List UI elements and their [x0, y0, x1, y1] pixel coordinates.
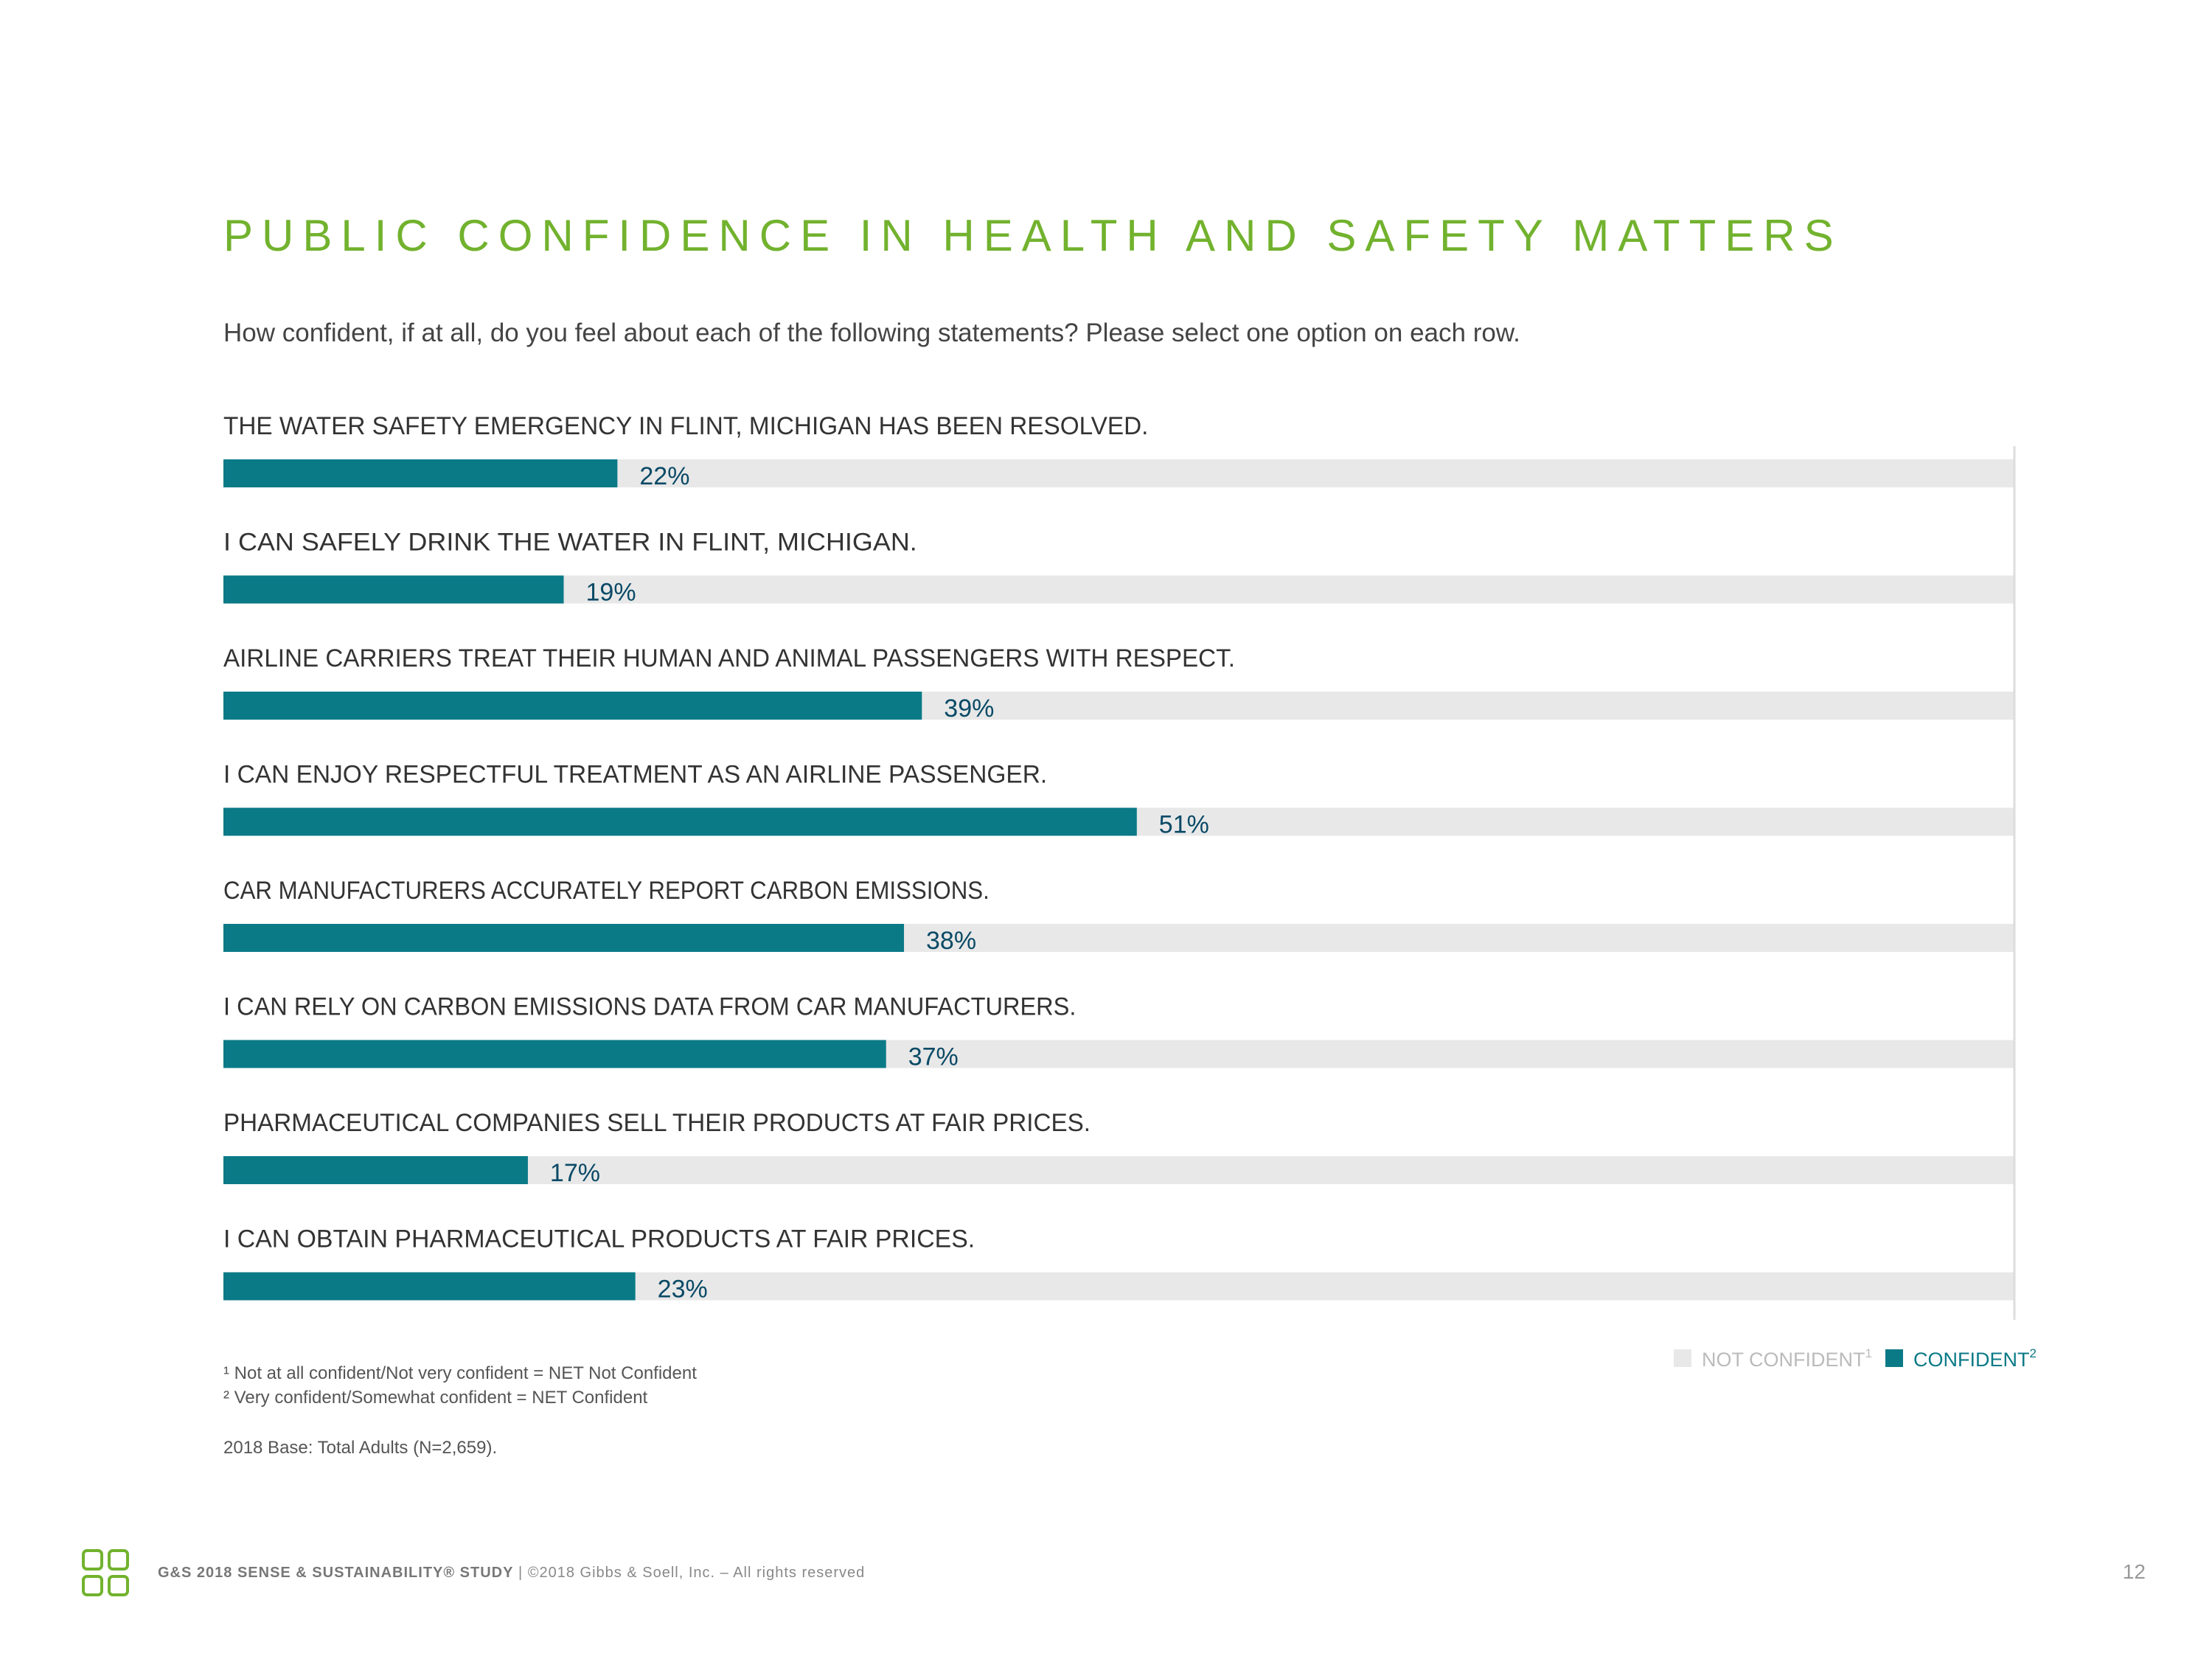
legend-swatch-not-confident	[1674, 1349, 1691, 1367]
bar-row: I CAN RELY ON CARBON EMISSIONS DATA FROM…	[223, 993, 2014, 1071]
value-label: 37%	[908, 1043, 959, 1071]
statement-label: I CAN OBTAIN PHARMACEUTICAL PRODUCTS AT …	[223, 1225, 975, 1253]
bar-row: I CAN ENJOY RESPECTFUL TREATMENT AS AN A…	[223, 761, 2014, 839]
value-label: 39%	[944, 695, 994, 723]
statement-label: CAR MANUFACTURERS ACCURATELY REPORT CARB…	[223, 877, 990, 905]
confidence-bar-chart: THE WATER SAFETY EMERGENCY IN FLINT, MIC…	[223, 412, 2037, 1371]
base-note: 2018 Base: Total Adults (N=2,659).	[223, 1438, 498, 1458]
footer-study-name: G&S 2018 SENSE & SUSTAINABILITY® STUDY	[158, 1565, 514, 1581]
gs-logo-icon	[82, 1549, 129, 1596]
value-label: 51%	[1159, 811, 1209, 839]
page-title: PUBLIC CONFIDENCE IN HEALTH AND SAFETY M…	[223, 211, 1843, 260]
value-label: 17%	[550, 1159, 600, 1187]
bar-row: PHARMACEUTICAL COMPANIES SELL THEIR PROD…	[223, 1109, 2014, 1187]
value-label: 22%	[639, 462, 689, 490]
bar-row: AIRLINE CARRIERS TREAT THEIR HUMAN AND A…	[223, 644, 2014, 723]
footnote-1: ¹ Not at all confident/Not very confiden…	[223, 1363, 697, 1383]
value-label: 38%	[926, 927, 976, 955]
bar-confident	[223, 1156, 528, 1184]
page-number: 12	[2122, 1560, 2146, 1583]
value-label: 23%	[658, 1276, 708, 1304]
bars-layer: THE WATER SAFETY EMERGENCY IN FLINT, MIC…	[223, 412, 2014, 1304]
statement-label: I CAN SAFELY DRINK THE WATER IN FLINT, M…	[223, 529, 917, 557]
footer-copyright: | ©2018 Gibbs & Soell, Inc. – All rights…	[513, 1565, 866, 1581]
bar-row: I CAN SAFELY DRINK THE WATER IN FLINT, M…	[223, 529, 2014, 607]
statement-label: I CAN ENJOY RESPECTFUL TREATMENT AS AN A…	[223, 761, 1047, 789]
bar-confident	[223, 924, 905, 952]
bar-row: I CAN OBTAIN PHARMACEUTICAL PRODUCTS AT …	[223, 1225, 2014, 1304]
statement-label: PHARMACEUTICAL COMPANIES SELL THEIR PROD…	[223, 1109, 1091, 1137]
bar-confident	[223, 575, 564, 604]
bar-confident	[223, 1272, 636, 1301]
bar-row: CAR MANUFACTURERS ACCURATELY REPORT CARB…	[223, 877, 2014, 955]
statement-label: THE WATER SAFETY EMERGENCY IN FLINT, MIC…	[223, 412, 1148, 440]
bar-row: THE WATER SAFETY EMERGENCY IN FLINT, MIC…	[223, 412, 2014, 490]
bar-confident	[223, 1040, 886, 1068]
bar-confident	[223, 807, 1137, 836]
survey-question: How confident, if at all, do you feel ab…	[223, 319, 1520, 347]
footnote-2: ² Very confident/Somewhat confident = NE…	[223, 1388, 648, 1408]
legend-swatch-confident	[1885, 1349, 1903, 1367]
legend-label-confident: CONFIDENT2	[1913, 1346, 2037, 1371]
statement-label: AIRLINE CARRIERS TREAT THEIR HUMAN AND A…	[223, 644, 1235, 672]
legend: NOT CONFIDENT1 CONFIDENT2	[1674, 1346, 2037, 1371]
footer-text: G&S 2018 SENSE & SUSTAINABILITY® STUDY |…	[158, 1565, 865, 1582]
legend-label-not-confident: NOT CONFIDENT1	[1702, 1346, 1872, 1371]
bar-confident	[223, 459, 618, 487]
value-label: 19%	[586, 579, 636, 607]
statement-label: I CAN RELY ON CARBON EMISSIONS DATA FROM…	[223, 993, 1076, 1021]
bar-confident	[223, 692, 922, 720]
